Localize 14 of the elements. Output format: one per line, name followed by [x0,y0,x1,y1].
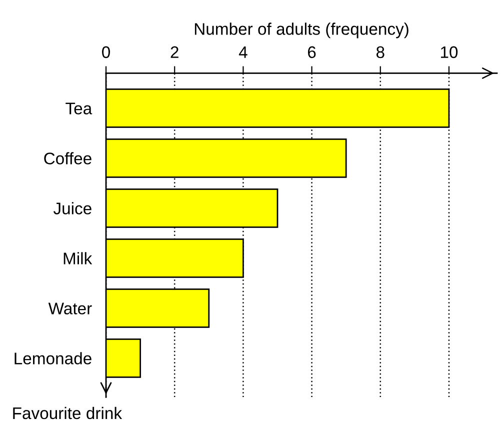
y-tick-label: Water [48,302,92,314]
x-axis-title: Number of adults (frequency) [194,22,408,38]
y-tick-label: Milk [64,252,92,264]
x-tick-label: 0 [102,46,110,58]
x-tick-label: 8 [376,46,384,58]
y-axis-title: Favourite drink [13,406,122,420]
x-tick-label: 2 [170,46,178,58]
y-tick-label: Juice [53,202,92,214]
y-tick-label: Tea [66,102,92,114]
x-tick-label: 4 [238,46,248,58]
y-tick-label: Lemonade [14,352,92,364]
y-tick-label: Coffee [44,152,92,164]
x-tick-label: 6 [308,46,316,58]
x-tick-label: 10 [440,46,458,58]
